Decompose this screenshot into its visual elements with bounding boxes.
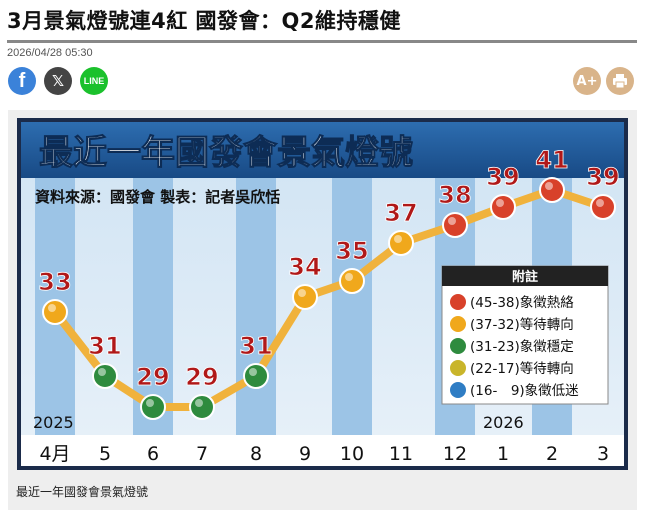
- x-tick-label: 8: [250, 443, 262, 465]
- facebook-share-button[interactable]: f: [8, 67, 36, 95]
- printer-icon: [613, 74, 627, 89]
- x-tick-label: 5: [99, 443, 111, 465]
- line-share-button[interactable]: LINE: [80, 67, 108, 95]
- year-label-start: 2025: [33, 413, 74, 432]
- publish-date: 2026/04/28 05:30: [7, 47, 93, 59]
- font-size-icon: A+: [576, 73, 598, 89]
- data-point: [140, 394, 166, 420]
- font-size-button[interactable]: A+: [573, 67, 601, 95]
- data-label: 39: [486, 163, 519, 191]
- data-point: [590, 194, 616, 220]
- chart-subtitle: 資料來源：國發會 製表：記者吳欣恬: [35, 188, 280, 206]
- print-button[interactable]: [606, 67, 634, 95]
- title-banner: [21, 122, 624, 178]
- x-tick-label: 7: [196, 443, 208, 465]
- x-tick-label: 12: [443, 443, 467, 465]
- data-label: 31: [88, 332, 121, 360]
- data-label: 38: [438, 181, 471, 209]
- chart: 最近一年國發會景氣燈號 資料來源：國發會 製表：記者吳欣恬 334月315296…: [17, 118, 628, 470]
- x-share-button[interactable]: 𝕏: [44, 67, 72, 95]
- figure: 最近一年國發會景氣燈號 資料來源：國發會 製表：記者吳欣恬 33 4月 31 5 29 6…: [8, 110, 637, 510]
- legend-title: 附註: [512, 269, 538, 285]
- divider: [7, 40, 637, 43]
- data-point: [442, 212, 468, 238]
- data-label: 41: [535, 146, 568, 174]
- legend-swatch: [450, 316, 466, 332]
- legend-swatch: [450, 382, 466, 398]
- data-label: 31: [239, 332, 272, 360]
- x-tick-label: 10: [340, 443, 364, 465]
- legend-swatch: [450, 360, 466, 376]
- legend-item: (45-38)象徵熱絡: [470, 295, 574, 311]
- data-label: 37: [384, 199, 417, 227]
- data-point: [388, 230, 414, 256]
- data-label: 39: [586, 163, 619, 191]
- legend: 附註 (45-38)象徵熱絡 (37-32)等待轉向 (31-23)象徵穩定 (22-…: [441, 265, 609, 405]
- column-band: [236, 178, 276, 435]
- data-point: [490, 194, 516, 220]
- article-title: 3月景氣燈號連4紅 國發會：Q2維持穩健: [7, 9, 401, 33]
- year-label-end: 2026: [483, 413, 524, 432]
- x-tick-label: 11: [389, 443, 413, 465]
- legend-swatch: [450, 294, 466, 310]
- legend-item: (22-17)等待轉向: [470, 360, 574, 377]
- x-tick-label: 3: [597, 443, 609, 465]
- x-icon: 𝕏: [51, 72, 65, 90]
- line-icon: LINE: [83, 76, 105, 86]
- x-tick-label: 4月: [39, 443, 70, 465]
- data-point: [189, 394, 215, 420]
- data-point: [243, 363, 269, 389]
- x-tick-label: 1: [497, 443, 509, 465]
- data-point: [339, 268, 365, 294]
- x-axis-band: [21, 435, 624, 466]
- data-label: 35: [335, 237, 368, 265]
- data-point: [92, 363, 118, 389]
- data-point: [42, 299, 68, 325]
- legend-item: (37-32)等待轉向: [470, 316, 574, 333]
- data-label: 33: [38, 268, 71, 296]
- legend-swatch: [450, 338, 466, 354]
- data-label: 34: [288, 253, 321, 281]
- data-point: [539, 177, 565, 203]
- x-tick-label: 9: [299, 443, 311, 465]
- x-tick-label: 6: [147, 443, 159, 465]
- data-label: 29: [136, 363, 169, 391]
- column-band: [332, 178, 372, 435]
- chart-title: 最近一年國發會景氣燈號: [39, 133, 413, 173]
- figure-caption: 最近一年國發會景氣燈號: [16, 485, 149, 499]
- legend-item: (31-23)象徵穩定: [470, 339, 574, 355]
- data-label: 29: [185, 363, 218, 391]
- x-tick-label: 2: [546, 443, 558, 465]
- facebook-icon: f: [18, 69, 26, 92]
- legend-item: (16- 9)象徵低迷: [470, 383, 579, 399]
- data-point: [292, 284, 318, 310]
- column-band: [133, 178, 173, 435]
